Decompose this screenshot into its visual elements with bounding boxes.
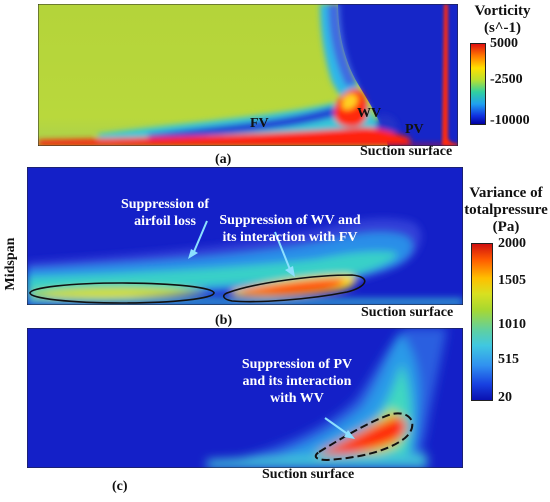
pressure-tick-2000: 2000 — [498, 236, 526, 251]
pressure-tick-1010: 1010 — [498, 317, 526, 332]
annotation-pv-wv-line1: Suppression of PV — [241, 357, 353, 372]
midspan-label: Midspan — [3, 237, 18, 291]
vorticity-tick-min: -10000 — [490, 113, 530, 128]
pressure-tick-20: 20 — [498, 390, 512, 405]
pressure-colorbar — [471, 243, 493, 401]
pressure-title-line1: Variance of — [469, 185, 543, 201]
suction-surface-label-b: Suction surface — [361, 305, 454, 320]
panel-label-b: (b) — [215, 313, 233, 328]
pressure-title-line3: (Pa) — [492, 219, 520, 235]
vorticity-colorbar-title: Vorticity (s^-1) — [455, 3, 550, 37]
vortex-label-wv: WV — [357, 106, 382, 121]
vorticity-tick-mid: -2500 — [490, 72, 523, 87]
vorticity-title-line2: (s^-1) — [483, 20, 522, 36]
annotation-pv-wv: Suppression of PV and its interaction wi… — [232, 356, 362, 407]
annotation-airfoil-loss-line1: Suppression of — [120, 197, 210, 212]
vortex-label-pv: PV — [405, 122, 424, 137]
suction-surface-label-a: Suction surface — [360, 144, 453, 159]
vorticity-colorbar — [470, 43, 486, 125]
annotation-airfoil-loss-line2: airfoil loss — [134, 214, 196, 229]
vorticity-contour-panel — [38, 4, 458, 146]
panel-label-a: (a) — [215, 152, 232, 167]
annotation-pv-wv-line2: and its interaction — [242, 374, 352, 389]
pressure-title-line2: totalpressure — [464, 202, 548, 218]
annotation-airfoil-loss: Suppression of airfoil loss — [105, 196, 225, 230]
pressure-variance-panel-c — [27, 328, 463, 468]
pressure-colorbar-title: Variance of totalpressure (Pa) — [462, 185, 550, 236]
annotation-wv-fv: Suppression of WV and its interaction wi… — [195, 212, 385, 246]
suction-surface-label-c: Suction surface — [262, 467, 355, 482]
vortex-label-fv: FV — [250, 116, 269, 131]
pressure-tick-515: 515 — [498, 352, 519, 367]
vorticity-tick-max: 5000 — [490, 36, 518, 51]
annotation-wv-fv-line2: its interaction with FV — [222, 230, 358, 245]
pressure-variance-panel-b — [27, 167, 463, 305]
pressure-tick-1505: 1505 — [498, 273, 526, 288]
annotation-wv-fv-line1: Suppression of WV and — [219, 213, 361, 228]
annotation-pv-wv-line3: with WV — [270, 391, 324, 406]
vorticity-title-line1: Vorticity — [474, 3, 531, 19]
panel-label-c: (c) — [112, 479, 128, 494]
